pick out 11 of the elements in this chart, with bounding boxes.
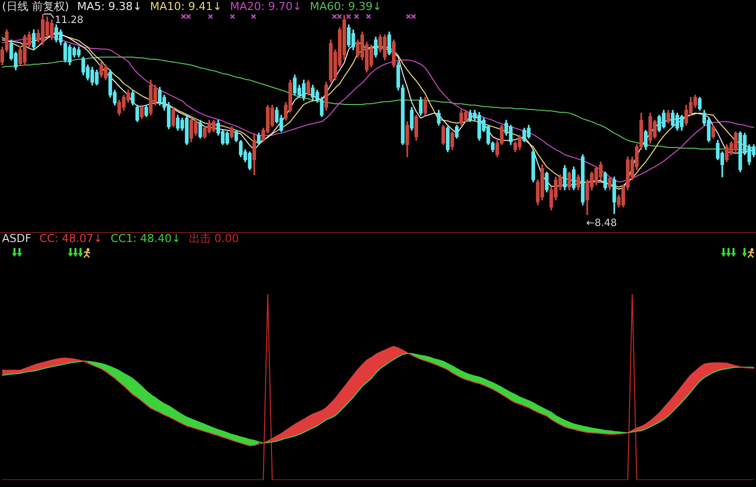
text: MA60: 9.39↓: [310, 0, 382, 13]
text: MA5: 9.38↓: [77, 0, 142, 13]
text: ←8.48: [586, 218, 617, 229]
annotation: 11.28: [54, 15, 84, 26]
chart-title: ASDF: [2, 232, 32, 245]
text: CC: 48.07↓: [39, 232, 103, 245]
text: MA20: 9.70↓: [230, 0, 302, 13]
text: 出击 0.00: [188, 232, 239, 245]
chart-title: (日线 前复权): [2, 0, 70, 13]
text: MA10: 9.41↓: [150, 0, 222, 13]
text: CC1: 48.40↓: [110, 232, 181, 245]
